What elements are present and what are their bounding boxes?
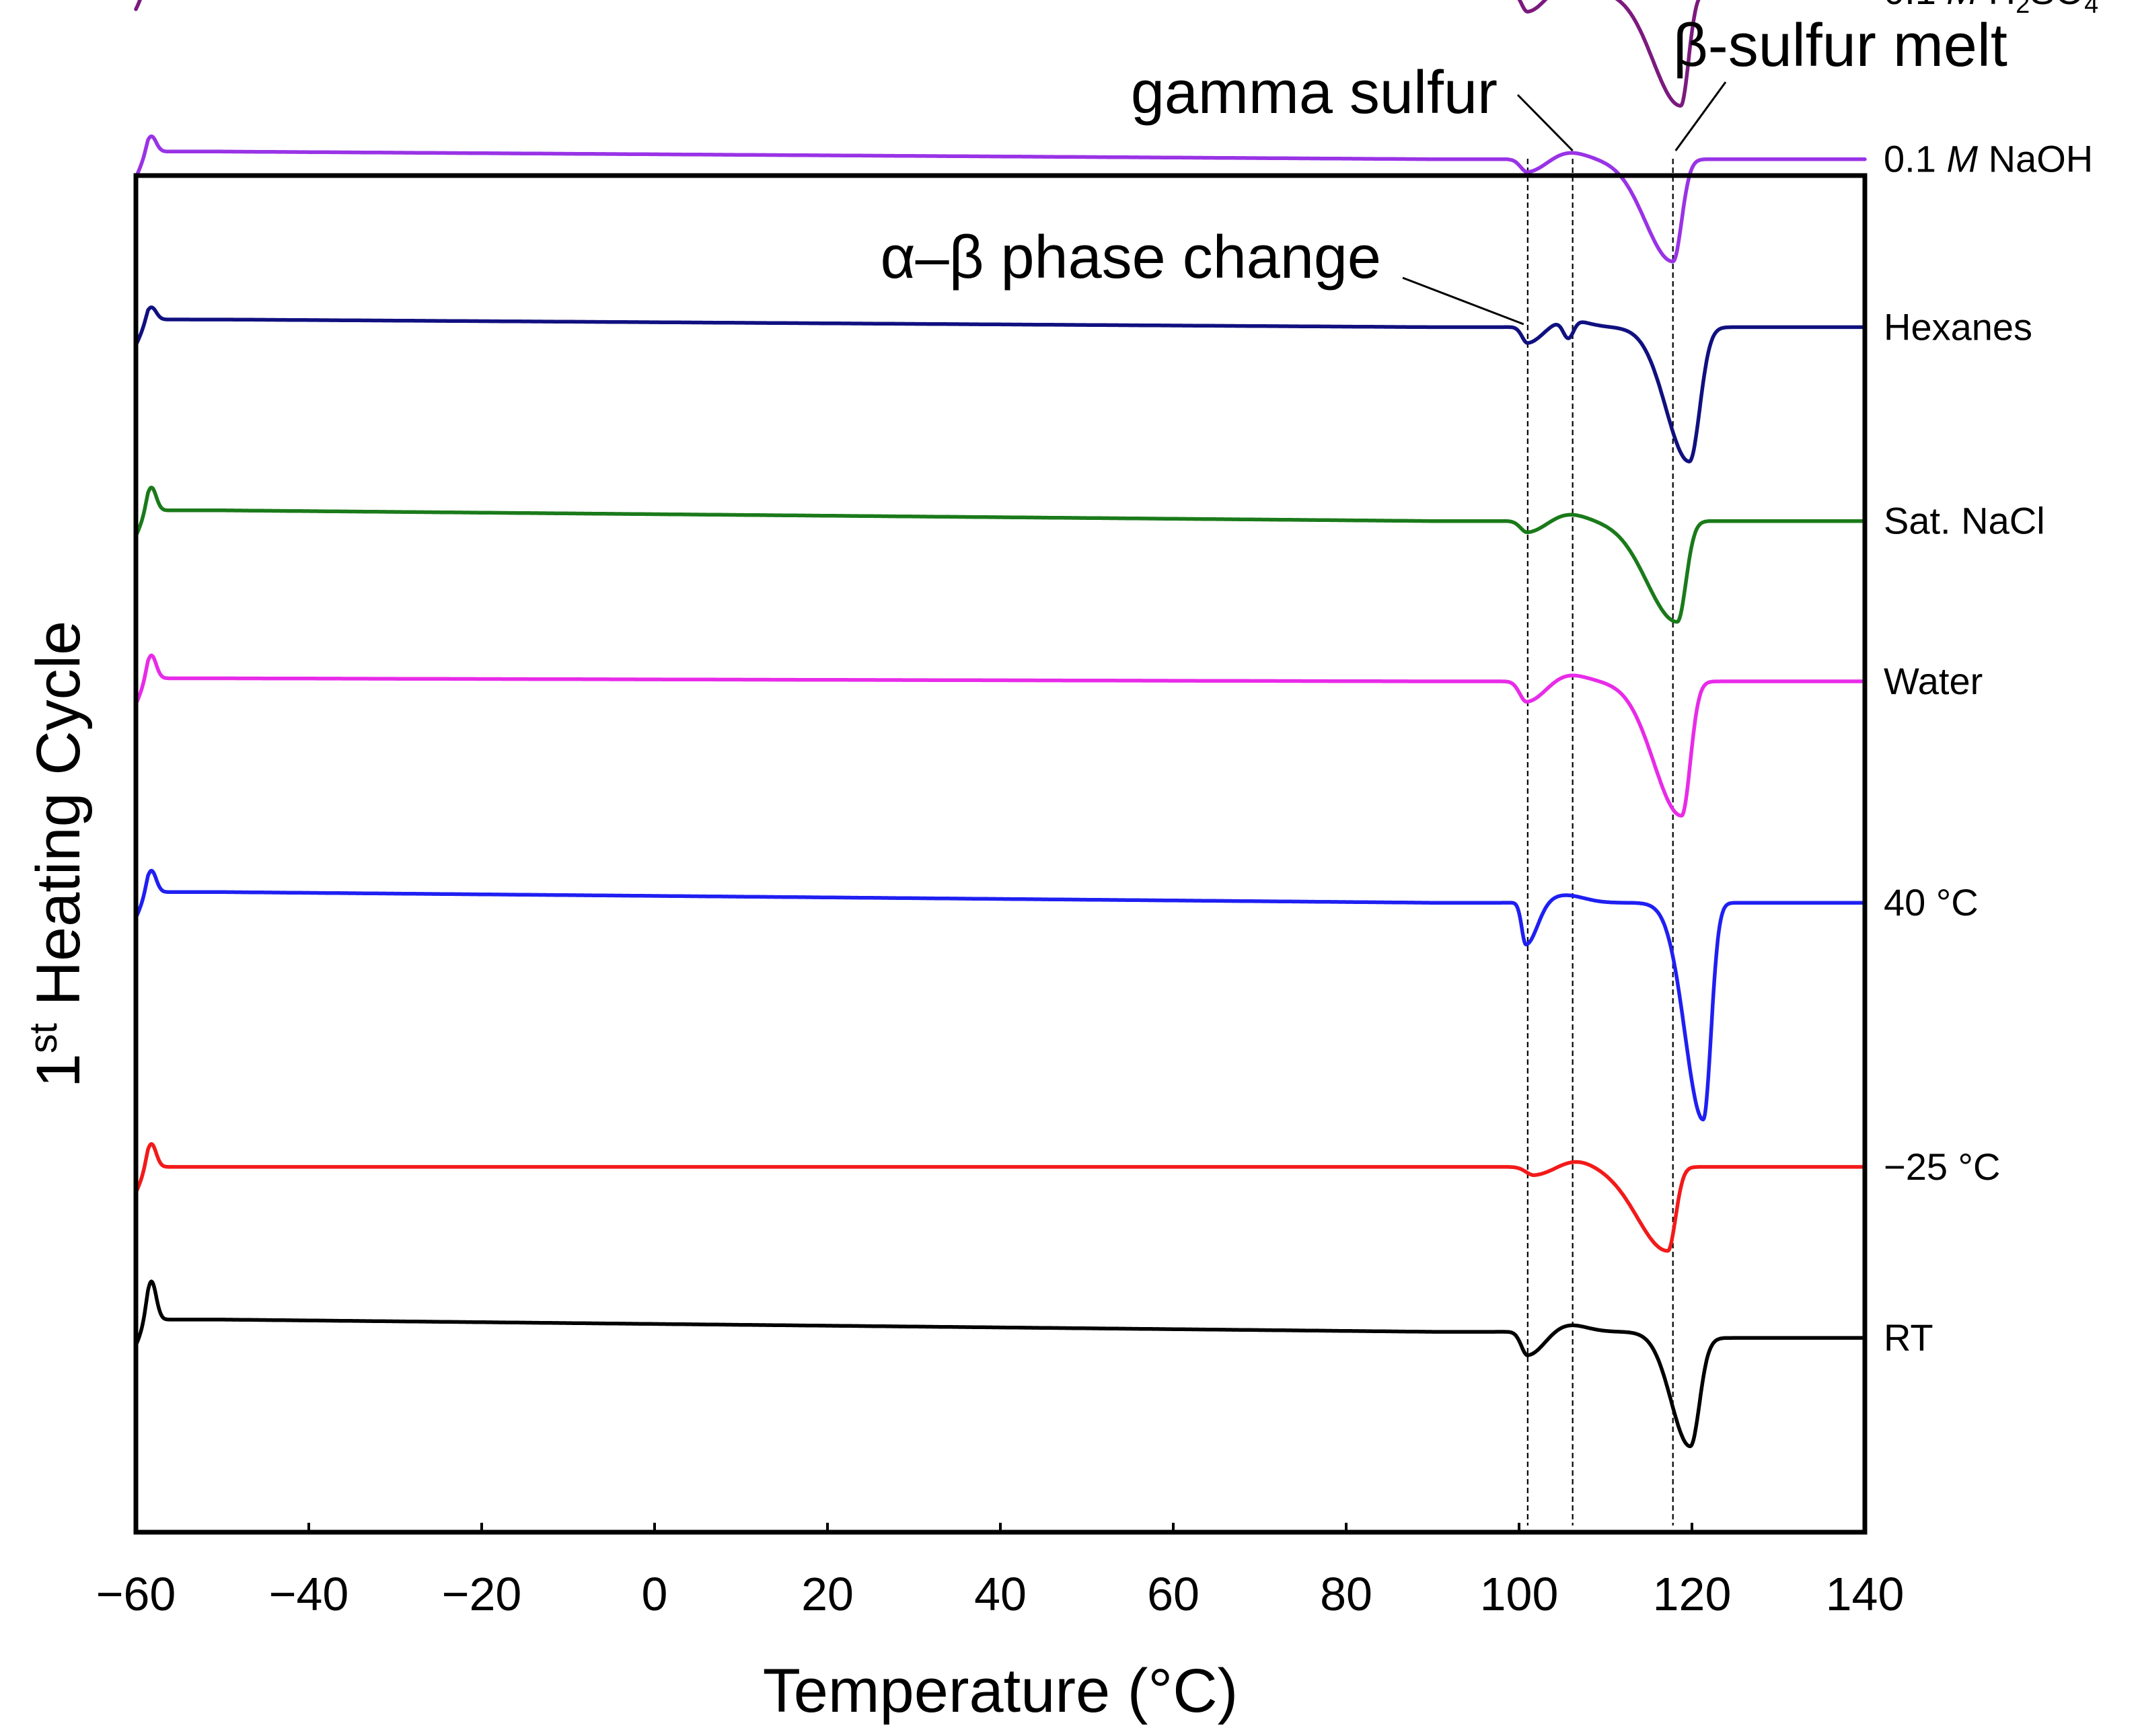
series-line-nacl	[134, 486, 1867, 624]
series-line-rt	[134, 1279, 1867, 1449]
reference-lines	[1526, 159, 1674, 1525]
x-tick-label: 60	[1147, 1568, 1200, 1620]
series-label-water: Water	[1884, 660, 1983, 702]
series-label-c40: 40 °C	[1884, 881, 1979, 923]
y-axis-title: 1st Heating Cycle	[22, 621, 93, 1088]
annotation-leader-alpha-beta	[1402, 276, 1524, 326]
x-tick-label: −40	[269, 1568, 349, 1620]
series-label-cm25: −25 °C	[1884, 1145, 2000, 1188]
x-tick-label: 120	[1653, 1568, 1732, 1620]
series-label-naoh: 0.1 M NaOH	[1884, 138, 2093, 180]
x-tick-label: −60	[96, 1568, 176, 1620]
x-axis-title: Temperature (°C)	[763, 1657, 1239, 1725]
y-axis-title-superscript: st	[22, 1023, 65, 1053]
x-axis-ticks: −60 −40 −20 0 20 40 60 80 100 120 140	[96, 1523, 1905, 1620]
x-tick-label: 80	[1320, 1568, 1372, 1620]
x-tick-label: 20	[801, 1568, 854, 1620]
series-label-rt: RT	[1884, 1316, 1933, 1359]
x-tick-label: −20	[442, 1568, 522, 1620]
annotation-alpha-beta: α–β phase change	[881, 224, 1381, 291]
series-line-naoh	[134, 134, 1867, 264]
series-line-cm25	[134, 1142, 1867, 1253]
annotations: α–β phase change gamma sulfur β-sulfur mel…	[881, 12, 2007, 326]
series-line-hexanes	[134, 305, 1867, 463]
series-labels: 0.1 M H2SO4 0.1 M NaOH Hexanes Sat. NaCl Wat…	[1884, 0, 2098, 1359]
annotation-leader-beta-melt	[1674, 81, 1727, 151]
series-line-c40	[134, 868, 1867, 1122]
series-lines	[134, 0, 1867, 1449]
x-tick-label: 0	[642, 1568, 668, 1620]
y-axis-title-number: 1	[24, 1053, 93, 1088]
series-label-nacl: Sat. NaCl	[1884, 500, 2045, 542]
annotation-beta-melt: β-sulfur melt	[1673, 12, 2007, 79]
x-tick-label: 100	[1480, 1568, 1559, 1620]
annotation-leader-gamma	[1516, 93, 1574, 152]
y-axis-title-text: Heating Cycle	[24, 621, 93, 1006]
annotation-gamma: gamma sulfur	[1131, 59, 1498, 126]
x-tick-label: 140	[1826, 1568, 1905, 1620]
series-label-hexanes: Hexanes	[1884, 305, 2032, 348]
series-label-h2so4: 0.1 M H2SO4	[1884, 0, 2098, 19]
series-line-water	[134, 653, 1867, 818]
x-tick-label: 40	[974, 1568, 1027, 1620]
